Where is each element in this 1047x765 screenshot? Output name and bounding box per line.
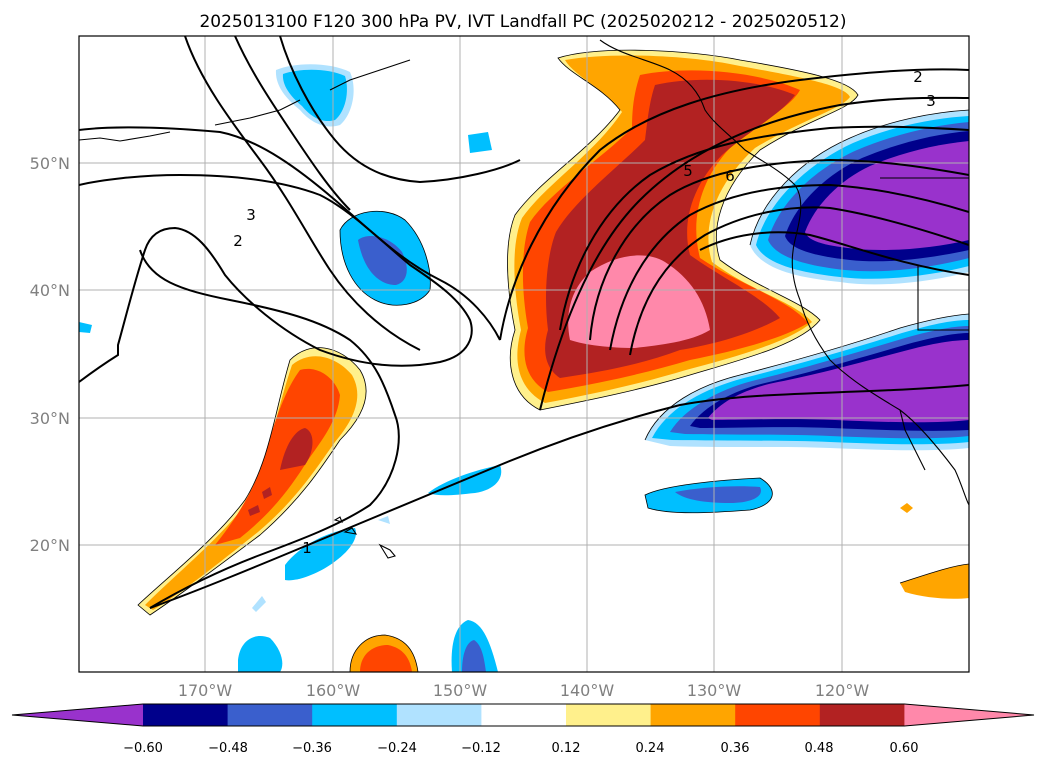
contour-label: 1 xyxy=(302,539,312,557)
lon-label: 150°W xyxy=(433,681,488,700)
colorbar-outline xyxy=(11,703,1035,727)
lon-label: 170°W xyxy=(178,681,233,700)
pv-contours xyxy=(79,36,969,609)
colorbar-cell xyxy=(566,704,652,726)
colorbar-tick-label: 0.12 xyxy=(552,741,581,756)
negative-anomaly-sw-us xyxy=(645,314,969,451)
lon-label: 130°W xyxy=(687,681,742,700)
colorbar-cell xyxy=(481,704,567,726)
coastlines xyxy=(79,39,969,559)
colorbar-cell xyxy=(227,704,313,726)
figure-title: 2025013100 F120 300 hPa PV, IVT Landfall… xyxy=(199,12,846,32)
contour-labels: 1 2 3 2 3 5 6 xyxy=(233,68,936,557)
colorbar-tick-label: −0.24 xyxy=(377,741,417,756)
lat-label: 50°N xyxy=(30,154,70,173)
graticule xyxy=(79,36,969,672)
colorbar-tick-label: −0.12 xyxy=(461,741,501,756)
lon-label: 140°W xyxy=(560,681,615,700)
positive-anomaly-subtropical xyxy=(138,347,969,672)
colorbar-extend-min xyxy=(12,704,143,726)
contour-label: 3 xyxy=(246,206,256,224)
shading-outlines xyxy=(137,49,969,672)
lon-label: 160°W xyxy=(306,681,361,700)
colorbar-ticks: −0.60 −0.48 −0.36 −0.24 −0.12 0.12 0.24 … xyxy=(123,741,918,756)
lat-label: 40°N xyxy=(30,281,70,300)
contour-label: 5 xyxy=(683,162,693,180)
colorbar-tick-label: 0.36 xyxy=(721,741,750,756)
lon-label: 120°W xyxy=(815,681,870,700)
colorbar-cell xyxy=(396,704,482,726)
contour-label: 3 xyxy=(926,92,936,110)
lat-label: 30°N xyxy=(30,409,70,428)
colorbar-cell xyxy=(819,704,905,726)
lon-labels: 170°W 160°W 150°W 140°W 130°W 120°W xyxy=(178,681,870,700)
colorbar-cell xyxy=(143,704,229,726)
contour-label: 6 xyxy=(725,167,735,185)
negative-anomaly-nw-us xyxy=(750,110,969,285)
map-area: 1 2 3 2 3 5 6 xyxy=(79,36,969,672)
colorbar-tick-label: −0.36 xyxy=(292,741,332,756)
colorbar-cell xyxy=(735,704,821,726)
contour-label: 2 xyxy=(233,232,243,250)
colorbar-tick-label: −0.48 xyxy=(208,741,248,756)
colorbar-cell xyxy=(312,704,398,726)
colorbar-tick-label: −0.60 xyxy=(123,741,163,756)
contour-label: 2 xyxy=(913,68,923,86)
colorbar-cells xyxy=(11,703,1035,727)
lat-label: 20°N xyxy=(30,536,70,555)
colorbar-tick-label: 0.48 xyxy=(805,741,834,756)
colorbar-tick-label: 0.24 xyxy=(636,741,665,756)
lat-labels: 50°N 40°N 30°N 20°N xyxy=(30,154,70,555)
colorbar-cell xyxy=(650,704,736,726)
colorbar-tick-label: 0.60 xyxy=(890,741,919,756)
colorbar-extend-max xyxy=(904,704,1034,726)
colorbar: −0.60 −0.48 −0.36 −0.24 −0.12 0.12 0.24 … xyxy=(11,703,1035,756)
map-frame xyxy=(78,35,970,673)
